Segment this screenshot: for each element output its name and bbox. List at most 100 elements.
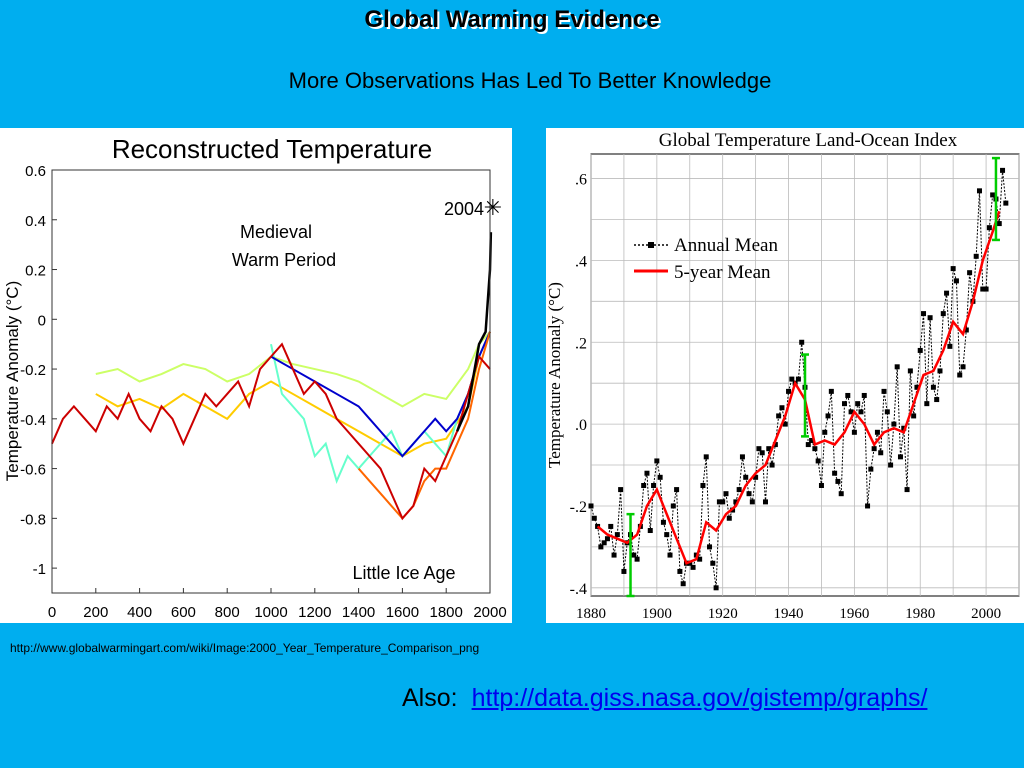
left-y-tick: 0.2	[25, 263, 46, 280]
annotation-little-ice-age: Little Ice Age	[352, 563, 455, 583]
annual-mean-point	[976, 188, 982, 194]
annual-mean-point	[818, 483, 824, 488]
annual-mean-point	[733, 499, 739, 505]
left-series-line-5	[51, 342, 491, 521]
annual-mean-point	[957, 372, 963, 378]
annual-mean-point	[667, 552, 673, 558]
annual-mean-point	[891, 421, 897, 427]
annual-mean-point	[934, 397, 940, 403]
left-x-tick: 0	[48, 604, 56, 621]
annual-mean-point	[901, 425, 907, 431]
right-y-axis-label: Temperature Anomaly (°C)	[546, 282, 564, 468]
annual-mean-point	[660, 519, 666, 525]
right-y-tick: .6	[575, 172, 587, 189]
annual-mean-point	[782, 421, 788, 427]
annual-mean-point	[746, 491, 752, 497]
left-y-tick: -1	[33, 561, 46, 578]
annual-mean-point	[703, 454, 709, 460]
annual-mean-point	[716, 499, 722, 505]
annotation-2004: 2004	[444, 199, 484, 219]
annual-mean-point	[914, 384, 920, 390]
left-series-line-4	[357, 331, 491, 520]
annual-mean-point	[835, 478, 841, 484]
annual-mean-point	[641, 483, 647, 488]
annual-mean-point	[983, 286, 989, 292]
annual-mean-point	[960, 364, 966, 370]
annual-mean-point	[766, 446, 772, 452]
right-y-tick: .4	[575, 253, 587, 270]
annual-mean-point	[677, 568, 683, 574]
left-y-axis-label: Temperature Anomaly (°C)	[3, 281, 22, 481]
annual-mean-point	[904, 487, 910, 493]
annual-mean-point	[838, 491, 844, 497]
annual-mean-point	[690, 564, 696, 570]
left-y-tick: 0	[38, 312, 46, 329]
source-citation: http://www.globalwarmingart.com/wiki/Ima…	[10, 641, 480, 655]
annual-mean-point	[631, 552, 637, 558]
left-chart-title: Reconstructed Temperature	[112, 134, 432, 164]
right-y-tick: .0	[575, 417, 587, 434]
annual-mean-point	[769, 462, 775, 468]
annual-mean-point	[598, 544, 604, 550]
left-series-line-2	[270, 331, 491, 484]
annual-mean-point	[825, 413, 831, 419]
annual-mean-point	[996, 221, 1002, 227]
annual-mean-point	[871, 446, 877, 452]
annual-mean-point	[720, 499, 726, 505]
annual-mean-point	[944, 290, 950, 296]
annual-mean-point	[647, 528, 653, 534]
annual-mean-point	[851, 429, 857, 435]
annual-mean-point	[894, 364, 900, 370]
legend-annual-marker	[648, 242, 654, 248]
annual-mean-point	[644, 470, 650, 476]
annual-mean-point	[950, 266, 956, 272]
left-x-tick: 1000	[254, 604, 287, 621]
annual-mean-point	[614, 532, 620, 538]
annual-mean-point	[651, 483, 657, 488]
left-series-line-3	[270, 331, 491, 458]
land-ocean-index-chart: Global Temperature Land-Ocean Index .6 .4…	[545, 128, 1024, 623]
annual-mean-point	[611, 552, 617, 558]
left-y-tick: -0.8	[20, 511, 46, 528]
left-x-tick: 800	[215, 604, 240, 621]
reconstructed-temperature-svg: Reconstructed Temperature 0.6 0.4 0.2 0 -0.2…	[3, 134, 507, 621]
annual-mean-point	[743, 474, 749, 480]
annual-mean-point	[687, 560, 693, 566]
annual-mean-point	[963, 327, 969, 333]
annual-mean-point	[907, 368, 913, 374]
right-x-tick: 1940	[774, 606, 804, 622]
annual-mean-point	[621, 568, 627, 574]
right-x-tick: 1960	[839, 606, 869, 622]
left-y-tick: 0.6	[25, 163, 46, 180]
annual-mean-point	[980, 286, 986, 292]
annual-mean-point	[762, 499, 768, 505]
annual-mean-point	[591, 515, 597, 521]
annual-mean-point	[595, 523, 601, 529]
annual-mean-point	[749, 499, 755, 505]
left-x-tick: 600	[171, 604, 196, 621]
left-x-tick: 200	[83, 604, 108, 621]
annual-mean-point	[670, 503, 676, 509]
left-series-line-0	[95, 331, 491, 408]
annual-mean-point	[726, 515, 732, 521]
annual-mean-point	[845, 392, 851, 398]
annual-mean-point	[888, 462, 894, 468]
annual-mean-point	[799, 339, 805, 345]
annual-mean-point	[604, 536, 610, 542]
annual-mean-point	[861, 392, 867, 398]
annual-mean-point	[897, 454, 903, 460]
annual-mean-point	[601, 540, 607, 546]
legend-5yr-label: 5-year Mean	[674, 262, 771, 283]
annual-mean-point	[930, 384, 936, 390]
right-y-tick: -.2	[570, 499, 587, 516]
annual-mean-point	[608, 523, 614, 529]
right-x-tick: 1880	[576, 606, 606, 622]
right-chart-title: Global Temperature Land-Ocean Index	[659, 130, 958, 151]
giss-link[interactable]: http://data.giss.nasa.gov/gistemp/graphs…	[471, 684, 928, 712]
right-x-tick: 1900	[642, 606, 672, 622]
left-y-tick: -0.4	[20, 412, 46, 429]
annual-mean-point	[924, 401, 930, 407]
annual-mean-point	[588, 503, 594, 509]
legend: Annual Mean 5-year Mean	[634, 235, 778, 283]
annual-mean-point	[990, 192, 996, 198]
